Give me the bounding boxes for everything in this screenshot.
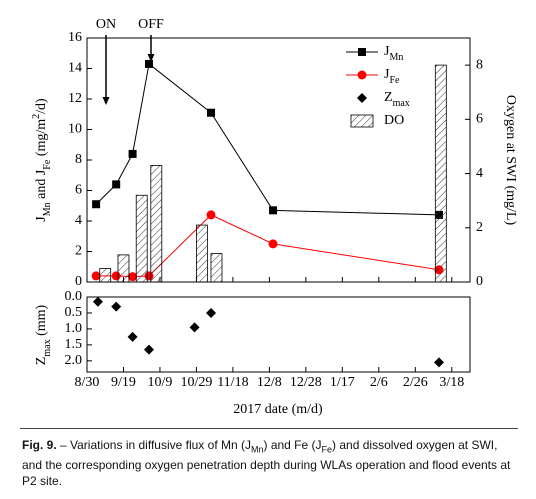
legend-sub: max [393,98,410,109]
label-part: /d) [34,98,49,114]
marker [144,344,155,355]
y-tick-label: 6 [75,183,82,198]
y-axis-label: Zmax (mm) [34,304,53,365]
x-tick-label: 10/9 [148,375,173,390]
label-part: (mm) [34,304,49,339]
label-part: J [34,216,49,222]
y2-tick-label: 0 [476,274,483,289]
label-part: Z [34,357,49,366]
label-part: Oxygen at SWI (mg/L) [503,95,518,226]
label-part: Fe [42,159,53,170]
marker [127,331,138,342]
y2-tick-label: 2 [476,220,483,235]
y-tick-label: 8 [75,152,82,167]
caption: Fig. 9. – Variations in diffusive flux o… [22,437,518,489]
caption-text: ) and dissolved oxygen at SWI, and the c… [22,438,511,489]
y-tick-label: 0.5 [65,305,83,320]
x-tick-label: 3/18 [439,375,464,390]
x-tick-label: 12/28 [290,375,322,390]
marker [145,59,154,68]
marker [207,108,216,117]
x-tick-label: 9/19 [111,375,136,390]
arrow-head [147,54,155,62]
label-part: max [42,339,53,356]
y-tick-label: 10 [68,122,82,137]
legend-label: JMn [384,44,403,63]
annotation: ON [96,17,116,32]
marker [128,272,138,282]
caption-label: Fig. 9. [22,438,57,452]
x-tick-label: 10/29 [180,375,212,390]
caption-text: ) and Fe (J [263,438,322,452]
x-tick-label: 11/18 [217,375,248,390]
marker [357,70,367,80]
y-tick-label: 2.0 [65,353,83,368]
marker [111,301,122,312]
bar [210,253,223,283]
marker [268,239,278,249]
legend-label: Zmax [384,90,410,109]
marker [128,149,137,158]
x-tick-label: 2/6 [370,375,388,390]
marker [358,48,366,56]
label-part: Mn [42,202,53,216]
y-tick-label: 14 [68,61,82,76]
series-line [95,63,440,216]
caption-text: – Variations in diffusive flux of Mn (J [56,438,251,452]
marker [112,180,121,189]
legend-sub: Mn [389,52,403,63]
legend-label: JFe [384,67,400,86]
y2-axis-label: Oxygen at SWI (mg/L) [503,95,518,226]
x-tick-label: 1/17 [330,375,355,390]
y-axis-label: JMn and JFe (mg/m2/d) [31,98,53,222]
marker [91,271,101,281]
legend-name: Z [384,90,393,105]
marker [92,296,103,307]
y-tick-label: 1.0 [65,321,83,336]
y-tick-label: 2 [75,244,82,259]
x-tick-label: 2/26 [403,375,428,390]
legend-name: J [384,44,390,59]
y-tick-label: 4 [75,213,82,228]
marker [357,93,367,103]
caption-text: Fe [321,444,333,455]
x-tick-label: 12/8 [257,375,282,390]
legend-label: DO [384,113,404,128]
x-axis-label: 2017 date (m/d) [233,402,323,417]
marker [269,206,278,215]
y2-tick-label: 8 [476,57,483,72]
label-part: (mg/m [34,119,49,160]
bar [150,165,163,283]
bottom-frame [86,296,471,373]
bar [195,224,208,283]
legend-name: DO [384,113,404,128]
y2-tick-label: 4 [476,166,483,181]
bar [99,268,112,283]
x-tick-label: 8/30 [75,375,100,390]
y-tick-label: 1.5 [65,337,83,352]
legend-sub: Fe [389,75,400,86]
y-tick-label: 0.0 [65,289,83,304]
bar [135,194,148,283]
y-tick-label: 12 [68,91,82,106]
y2-tick-label: 6 [476,112,483,127]
marker [189,322,200,333]
bar [434,64,447,283]
y-tick-label: 0 [75,274,82,289]
caption-text: Mn [250,444,264,455]
legend-swatch [350,114,374,128]
y-tick-label: 16 [68,30,82,45]
marker [206,210,216,220]
marker [206,307,217,318]
legend-name: J [384,67,390,82]
arrow-head [102,97,110,105]
annotation: OFF [138,17,164,32]
label-part: and J [34,169,49,202]
separator [20,428,518,429]
label-part: 2 [31,114,42,119]
marker [433,357,444,368]
marker [92,200,101,209]
